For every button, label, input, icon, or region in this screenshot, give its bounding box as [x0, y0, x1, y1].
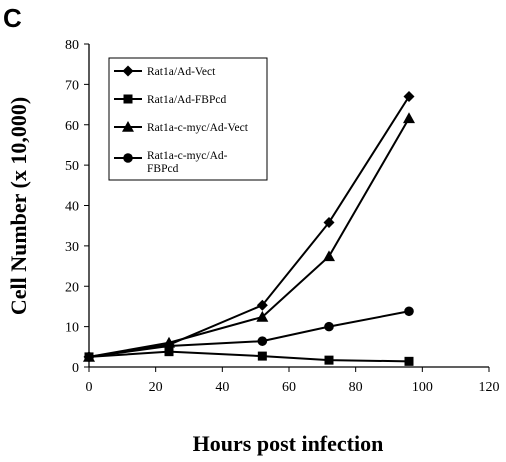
- data-point: [404, 306, 414, 317]
- y-tick-label: 80: [65, 38, 79, 53]
- legend-item-2: Rat1a/Ad-FBPcd: [114, 94, 226, 106]
- y-tick-label: 0: [72, 361, 79, 376]
- legend-item-3: Rat1a-c-myc/Ad-Vect: [114, 121, 249, 134]
- legend-box: [108, 57, 268, 181]
- legend-items: Rat1a/Ad-Vect Rat1a/Ad-FBPcd Rat1a-c-myc/A…: [114, 65, 249, 175]
- y-tick-label: 60: [65, 119, 79, 134]
- x-tick-label: 100: [412, 380, 433, 395]
- data-point: [84, 352, 94, 362]
- x-axis-title: Hours post infection: [193, 431, 384, 456]
- legend-label: Rat1a-c-myc/Ad-: [147, 150, 228, 162]
- legend: Rat1a/Ad-Vect Rat1a/Ad-FBPcd Rat1a-c-myc/A…: [108, 57, 268, 181]
- legend-marker: [122, 121, 134, 132]
- series-line: [88, 350, 410, 363]
- data-point: [164, 347, 174, 357]
- y-tick-label: 70: [65, 78, 79, 93]
- x-tick-label: 20: [149, 380, 163, 395]
- y-tick-label: 40: [65, 200, 79, 215]
- legend-marker: [123, 94, 133, 104]
- legend-marker: [122, 65, 134, 77]
- panel-label: C: [3, 3, 22, 33]
- legend-label: Rat1a/Ad-FBPcd: [147, 94, 226, 106]
- y-tick-label: 30: [65, 240, 79, 255]
- data-point: [256, 299, 268, 311]
- series-4: [84, 306, 414, 362]
- y-tick-label: 50: [65, 159, 79, 174]
- data-point: [323, 250, 335, 262]
- x-axis-ticks: 0 20 40 60 80 100 120: [86, 367, 500, 395]
- data-point: [403, 90, 415, 102]
- x-tick-label: 0: [86, 380, 93, 395]
- data-point: [324, 321, 334, 332]
- data-point: [404, 356, 414, 366]
- legend-item-4: Rat1a-c-myc/Ad-FBPcd: [114, 150, 228, 175]
- x-tick-label: 80: [349, 380, 363, 395]
- data-point: [256, 310, 269, 322]
- series-layer: [83, 90, 415, 366]
- data-point: [257, 351, 267, 361]
- y-axis-ticks: 0 10 20 30 40 50 60 70 80: [65, 38, 89, 376]
- data-point: [164, 341, 174, 351]
- legend-label: Rat1a-c-myc/Ad-Vect: [147, 122, 249, 134]
- legend-item-1: Rat1a/Ad-Vect: [114, 65, 216, 78]
- x-tick-label: 40: [215, 380, 229, 395]
- data-point: [324, 355, 334, 365]
- legend-label: Rat1a/Ad-Vect: [147, 66, 216, 78]
- y-tick-label: 10: [65, 321, 79, 336]
- legend-label-continued: FBPcd: [147, 163, 179, 175]
- legend-marker: [123, 153, 133, 163]
- x-tick-label: 60: [282, 380, 296, 395]
- data-point: [403, 112, 415, 124]
- series-line: [88, 310, 410, 358]
- data-point: [257, 336, 268, 346]
- y-tick-label: 20: [65, 280, 79, 295]
- x-tick-label: 120: [479, 380, 500, 395]
- data-point: [323, 216, 335, 228]
- y-axis-title: Cell Number (x 10,000): [6, 97, 31, 315]
